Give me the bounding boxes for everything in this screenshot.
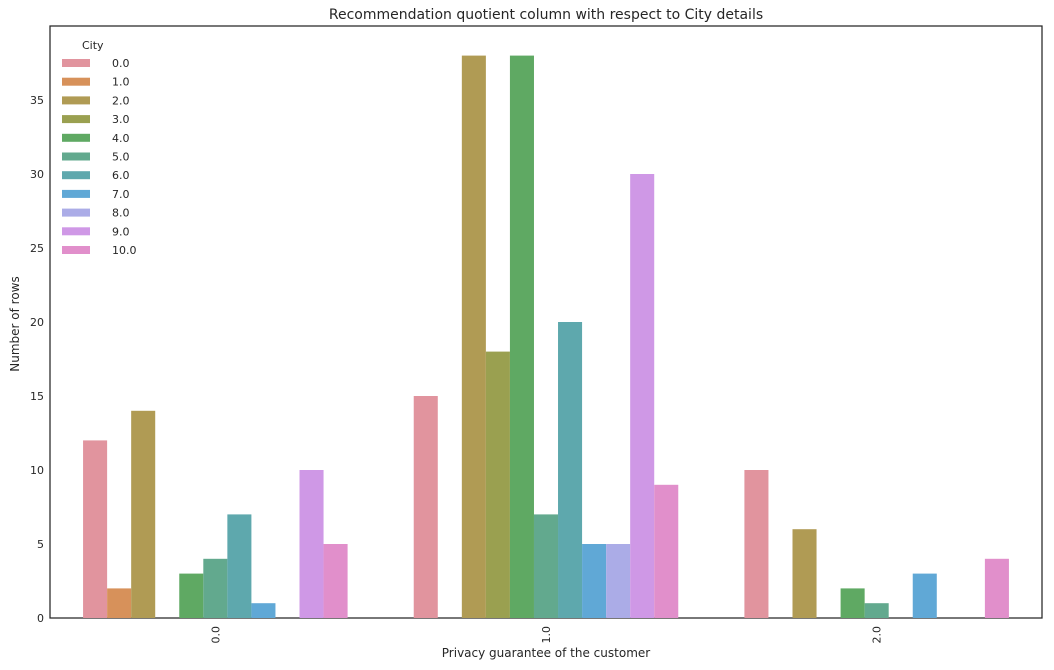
- legend-swatch: [62, 115, 90, 124]
- legend-swatch: [62, 96, 90, 105]
- bar-city-4.0-privacy-1.0: [509, 55, 534, 619]
- bar-city-0.0-privacy-2.0: [744, 470, 769, 618]
- bar-city-6.0-privacy-1.0: [558, 322, 583, 618]
- bar-city-7.0-privacy-2.0: [912, 573, 937, 618]
- legend-entry: 6.0: [112, 169, 130, 182]
- y-tick-label: 35: [30, 94, 44, 107]
- y-axis-label: Number of rows: [8, 276, 22, 371]
- bar-city-5.0-privacy-2.0: [864, 603, 889, 618]
- legend-entry: 7.0: [112, 188, 130, 201]
- bar-city-9.0-privacy-0.0: [299, 470, 324, 618]
- legend-swatch: [62, 208, 90, 217]
- bar-city-4.0-privacy-2.0: [840, 588, 865, 618]
- bar-city-10.0-privacy-0.0: [323, 544, 348, 618]
- bar-city-6.0-privacy-0.0: [227, 514, 252, 618]
- x-tick-label: 0.0: [209, 626, 222, 644]
- legend-entry: 10.0: [112, 244, 137, 257]
- bar-city-2.0-privacy-2.0: [792, 529, 817, 618]
- bar-city-7.0-privacy-1.0: [582, 544, 607, 618]
- bar-city-5.0-privacy-0.0: [203, 558, 228, 618]
- bar-city-2.0-privacy-1.0: [461, 55, 486, 619]
- legend-entry: 8.0: [112, 207, 130, 220]
- y-tick-label: 20: [30, 316, 44, 329]
- legend-swatch: [62, 152, 90, 161]
- legend-entry: 2.0: [112, 94, 130, 107]
- legend-entry: 3.0: [112, 113, 130, 126]
- bar-city-0.0-privacy-0.0: [83, 440, 108, 618]
- bar-city-2.0-privacy-0.0: [131, 410, 156, 618]
- legend-swatch: [62, 246, 90, 254]
- legend-swatch: [62, 133, 90, 142]
- bar-city-9.0-privacy-1.0: [630, 174, 655, 618]
- x-axis: 0.0 1.0 2.0: [209, 626, 883, 644]
- legend: City 0.0 1.0 2.0 3.0 4.0 5.0 6.0 7.0 8.0 9.0 10.0: [62, 39, 137, 257]
- bar-city-4.0-privacy-0.0: [179, 573, 204, 618]
- x-tick-label: 2.0: [871, 626, 884, 644]
- bar-city-0.0-privacy-1.0: [413, 396, 438, 618]
- legend-entry: 9.0: [112, 225, 130, 238]
- y-tick-label: 10: [30, 464, 44, 477]
- legend-entry: 0.0: [112, 57, 130, 70]
- bar-city-3.0-privacy-1.0: [485, 351, 510, 618]
- bar-city-8.0-privacy-1.0: [606, 544, 631, 618]
- bar-city-5.0-privacy-1.0: [533, 514, 559, 618]
- x-axis-label: Privacy guarantee of the customer: [442, 646, 650, 660]
- y-tick-label: 15: [30, 390, 44, 403]
- y-tick-label: 30: [30, 168, 44, 181]
- chart-title: Recommendation quotient column with resp…: [329, 7, 763, 23]
- bar-city-10.0-privacy-2.0: [984, 558, 1009, 618]
- y-tick-label: 5: [37, 538, 44, 551]
- legend-entry: 1.0: [112, 76, 130, 89]
- bar-city-10.0-privacy-1.0: [654, 484, 679, 618]
- legend-swatch: [62, 171, 90, 180]
- legend-entry: 4.0: [112, 132, 130, 145]
- legend-entry: 5.0: [112, 151, 130, 164]
- bar-city-7.0-privacy-0.0: [251, 603, 276, 618]
- legend-swatch: [62, 189, 90, 198]
- legend-title: City: [82, 39, 104, 52]
- legend-swatch: [62, 59, 90, 67]
- y-tick-label: 25: [30, 242, 44, 255]
- legend-swatch: [62, 227, 90, 236]
- y-tick-label: 0: [37, 612, 44, 625]
- bar-city-1.0-privacy-0.0: [107, 588, 132, 618]
- bars: [83, 55, 1009, 619]
- legend-swatch: [62, 77, 90, 86]
- x-tick-label: 1.0: [540, 626, 553, 644]
- y-axis: 0 5 10 15 20 25 30 35: [30, 94, 44, 625]
